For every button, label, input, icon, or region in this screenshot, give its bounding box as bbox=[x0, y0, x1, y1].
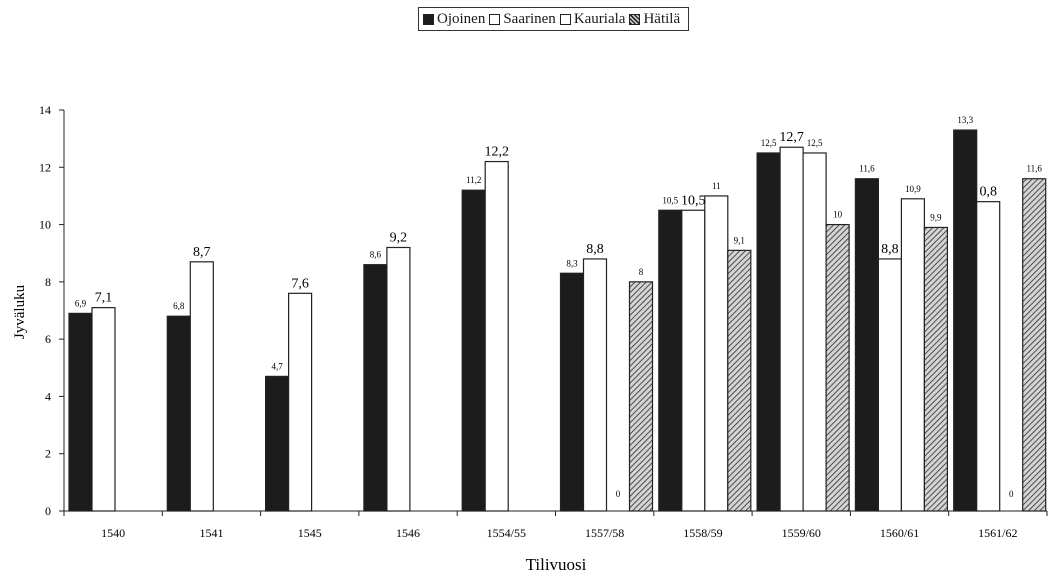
legend-swatch bbox=[489, 13, 501, 25]
data-label: 11,6 bbox=[1026, 164, 1042, 174]
x-tick-label: 1559/60 bbox=[782, 526, 821, 540]
x-tick-label: 1554/55 bbox=[487, 526, 526, 540]
bar-hätilä bbox=[825, 223, 850, 512]
bars bbox=[68, 129, 1047, 512]
data-label: 11,2 bbox=[466, 175, 481, 185]
data-label: 0 bbox=[1009, 489, 1014, 499]
legend-item: Ojoinen bbox=[423, 11, 485, 28]
data-label: 0 bbox=[616, 489, 621, 499]
bar-hätilä bbox=[727, 249, 752, 512]
y-tick-label: 0 bbox=[45, 504, 51, 518]
data-label: 7,6 bbox=[291, 276, 309, 291]
y-tick-label: 10 bbox=[39, 218, 51, 232]
data-label: 8,7 bbox=[193, 245, 211, 260]
y-axis-title: Jyväluku bbox=[12, 284, 28, 339]
legend-label: Ojoinen bbox=[437, 10, 486, 27]
bar-saarinen bbox=[288, 292, 313, 512]
data-label: 9,1 bbox=[734, 235, 745, 245]
data-label: 6,9 bbox=[75, 298, 87, 308]
data-label: 10,5 bbox=[662, 195, 678, 205]
bar-ojoinen bbox=[68, 312, 93, 512]
data-label: 6,8 bbox=[173, 301, 185, 311]
bar-ojoinen bbox=[756, 152, 781, 512]
bar-kauriala bbox=[704, 195, 729, 512]
x-tick-label: 1561/62 bbox=[978, 526, 1017, 540]
bar-saarinen bbox=[877, 258, 903, 512]
legend-item: Hätilä bbox=[629, 11, 680, 28]
y-tick-label: 8 bbox=[45, 275, 51, 289]
data-label: 7,1 bbox=[95, 291, 113, 306]
data-label: 12,5 bbox=[761, 138, 777, 148]
data-label: 11 bbox=[712, 181, 721, 191]
data-label: 8,6 bbox=[370, 250, 382, 260]
bar-ojoinen bbox=[166, 315, 191, 512]
bar-saarinen bbox=[779, 146, 804, 512]
data-labels: 6,9 7,1 6,8 8,7 4,7 7,6 8,6 9,2 11,2 12,2 8,3 8,8 0 8… bbox=[75, 115, 1043, 499]
bar-ojoinen bbox=[265, 375, 290, 512]
data-label: 9,9 bbox=[930, 212, 942, 222]
x-tick-label: 1546 bbox=[396, 526, 420, 540]
data-label: 9,2 bbox=[390, 230, 408, 245]
data-label: 13,3 bbox=[957, 115, 973, 125]
x-tick-label: 1558/59 bbox=[683, 526, 722, 540]
x-tick-label: 1545 bbox=[298, 526, 322, 540]
bar-ojoinen bbox=[953, 129, 978, 512]
bar-saarinen bbox=[189, 261, 214, 512]
bar-kauriala bbox=[802, 152, 827, 512]
data-label: 12,5 bbox=[807, 138, 823, 148]
data-label: 12,2 bbox=[484, 145, 509, 160]
x-tick-label: 1557/58 bbox=[585, 526, 624, 540]
bar-hätilä bbox=[1022, 178, 1047, 512]
bar-saarinen bbox=[484, 160, 509, 512]
legend-swatch bbox=[559, 13, 571, 25]
legend-item: Saarinen bbox=[489, 10, 556, 28]
legend-item: Kauriala bbox=[559, 10, 626, 28]
legend-swatch bbox=[629, 13, 641, 25]
bar-saarinen bbox=[681, 209, 706, 512]
y-tick-label: 6 bbox=[45, 332, 51, 346]
bar-hätilä bbox=[628, 281, 654, 512]
y-tick-label: 12 bbox=[39, 160, 51, 174]
legend-label: Saarinen bbox=[503, 10, 556, 27]
y-tick-label: 2 bbox=[45, 447, 51, 461]
bar-saarinen bbox=[386, 246, 411, 512]
data-label: 11,6 bbox=[859, 164, 875, 174]
data-label: 8,3 bbox=[566, 258, 578, 268]
data-label: 8,8 bbox=[586, 242, 604, 257]
x-tick-label: 1560/61 bbox=[880, 526, 919, 540]
bar-hätilä bbox=[923, 226, 949, 512]
bar-ojoinen bbox=[461, 189, 486, 512]
data-label: 12,7 bbox=[779, 130, 804, 145]
x-axis-title: Tilivuosi bbox=[526, 555, 587, 574]
bar-saarinen bbox=[91, 307, 116, 512]
y-tick-label: 4 bbox=[45, 389, 51, 403]
y-tick-label: 14 bbox=[39, 103, 51, 117]
x-tick-label: 1541 bbox=[199, 526, 223, 540]
bar-ojoinen bbox=[854, 178, 880, 512]
legend-label: Kauriala bbox=[573, 10, 626, 27]
data-label: 10 bbox=[833, 210, 843, 220]
bar-kauriala bbox=[900, 198, 926, 512]
data-label: 10,9 bbox=[905, 184, 921, 194]
data-label: 8 bbox=[639, 267, 644, 277]
bar-ojoinen bbox=[559, 272, 585, 512]
data-label: 8,8 bbox=[881, 242, 899, 257]
data-label: 4,7 bbox=[271, 361, 283, 371]
data-label: 0,8 bbox=[979, 185, 997, 200]
x-tick-label: 1540 bbox=[101, 526, 125, 540]
bar-saarinen bbox=[582, 258, 608, 512]
legend-label: Hätilä bbox=[643, 10, 681, 27]
data-label: 10,5 bbox=[681, 193, 706, 208]
bar-ojoinen bbox=[658, 209, 683, 512]
bar-ojoinen bbox=[363, 264, 388, 512]
axes: 0 2 4 6 8 10 12 14 1540 1541 1545 1546 1554/55 1557/5… bbox=[12, 103, 1048, 574]
legend-swatch bbox=[423, 13, 434, 25]
legend: Ojoinen Saarinen Kauriala Hätilä bbox=[418, 7, 690, 31]
bar-saarinen bbox=[976, 201, 1001, 512]
